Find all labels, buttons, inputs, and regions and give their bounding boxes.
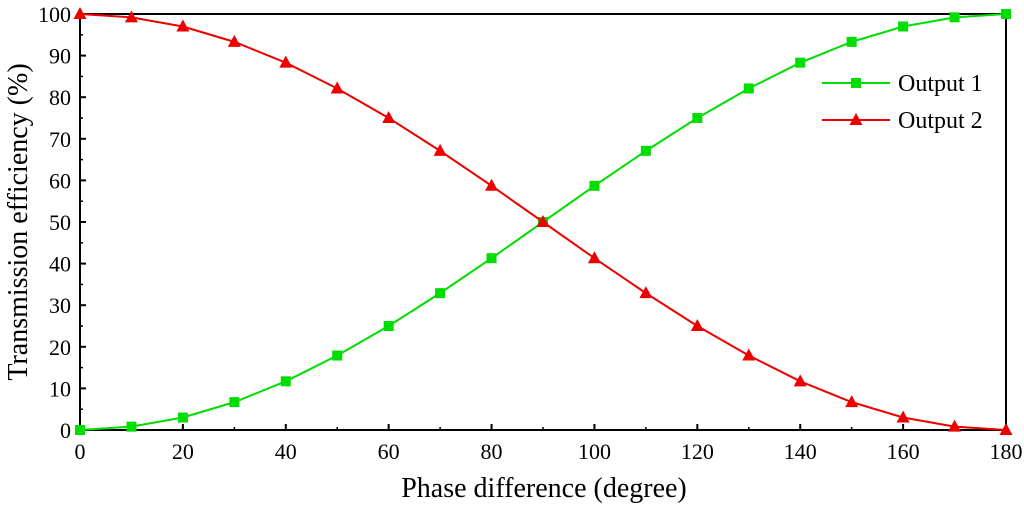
legend-entry-output-1: Output 1: [822, 71, 983, 97]
data-point-output-1: [743, 83, 754, 94]
x-tick-label: 160: [887, 439, 920, 464]
data-point-output-2: [587, 251, 601, 264]
legend-entry-output-2: Output 2: [822, 108, 983, 134]
x-tick-label: 60: [378, 439, 400, 464]
y-tick-label: 0: [60, 418, 71, 443]
data-point-output-2: [845, 395, 859, 408]
data-point-output-1: [640, 145, 651, 156]
data-point-output-1: [949, 12, 960, 23]
data-point-output-2: [227, 34, 241, 47]
y-tick-label: 100: [38, 2, 71, 27]
data-point-output-2: [382, 111, 396, 123]
x-tick-label: 180: [990, 439, 1023, 464]
data-point-output-2: [279, 55, 293, 68]
x-tick-label: 0: [75, 439, 86, 464]
x-tick-label: 20: [172, 439, 194, 464]
series-layer: [73, 7, 1013, 435]
y-tick-label: 90: [49, 44, 71, 69]
y-tick-label: 10: [49, 376, 71, 401]
data-point-output-2: [536, 215, 550, 227]
legend: Output 1 Output 2: [822, 71, 983, 134]
legend-label-output-2: Output 2: [898, 108, 983, 134]
y-tick-label: 80: [49, 85, 71, 110]
data-point-output-1: [177, 412, 188, 423]
y-tick-label: 70: [49, 127, 71, 152]
data-point-output-1: [435, 288, 446, 299]
x-tick-label: 100: [578, 439, 611, 464]
data-point-output-1: [1001, 9, 1011, 19]
data-point-output-2: [639, 286, 653, 299]
data-point-output-1: [898, 21, 909, 32]
data-point-output-1: [795, 57, 806, 68]
data-point-output-1: [280, 376, 291, 387]
data-point-output-2: [999, 423, 1013, 435]
data-point-output-1: [332, 350, 343, 361]
data-point-output-1: [692, 113, 703, 123]
data-point-output-2: [742, 348, 756, 361]
legend-label-output-1: Output 1: [898, 71, 983, 97]
x-axis-title: Phase difference (degree): [401, 473, 687, 504]
data-point-output-1: [126, 421, 137, 432]
y-tick-label: 60: [49, 168, 71, 193]
y-tick-label: 20: [49, 335, 71, 360]
data-point-output-2: [690, 319, 704, 331]
y-tick-label: 40: [49, 252, 71, 277]
y-tick-label: 30: [49, 293, 71, 318]
data-point-output-2: [330, 81, 344, 94]
data-point-output-2: [73, 7, 87, 19]
series-output-2: [73, 7, 1013, 435]
data-point-output-1: [383, 321, 394, 331]
x-tick-label: 80: [481, 439, 503, 464]
data-point-output-2: [896, 410, 910, 423]
x-tick-label: 40: [275, 439, 297, 464]
data-point-output-2: [433, 143, 447, 156]
y-axis-title: Transmission efficiency (%): [3, 63, 34, 380]
x-tick-label: 140: [784, 439, 817, 464]
data-point-output-2: [176, 19, 190, 32]
data-point-output-2: [485, 178, 499, 191]
data-point-output-1: [846, 36, 857, 47]
legend-marker-output-2: [849, 113, 863, 125]
data-point-output-1: [229, 397, 240, 408]
data-point-output-2: [124, 10, 138, 23]
data-point-output-1: [589, 180, 600, 191]
data-point-output-1: [75, 425, 85, 435]
data-point-output-1: [486, 253, 497, 264]
data-point-output-2: [793, 374, 807, 387]
axes: 0 20 40 60 80 100 120 140 160 180 0 10 20 30 40 50 60 70 8…: [38, 2, 1023, 464]
y-tick-label: 50: [49, 210, 71, 235]
legend-marker-output-1: [851, 78, 861, 88]
x-tick-label: 120: [681, 439, 714, 464]
data-point-output-2: [948, 419, 962, 432]
